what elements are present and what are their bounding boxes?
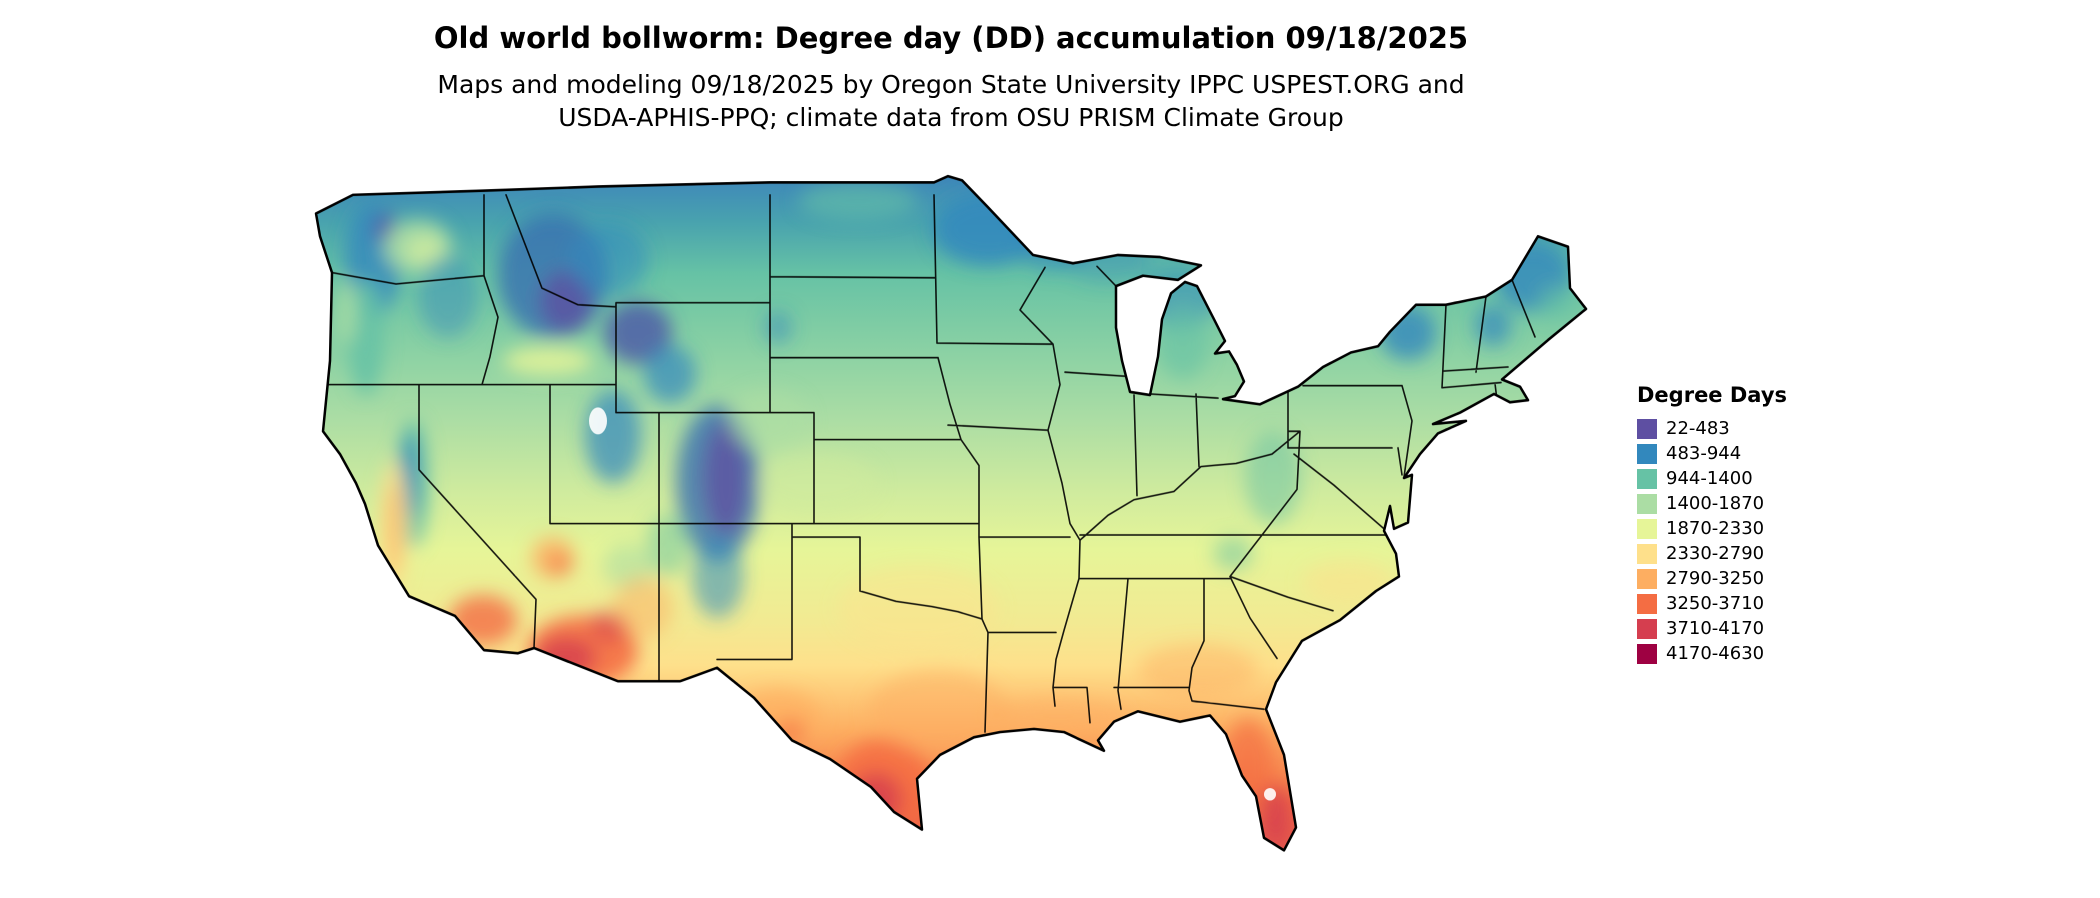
us-map-svg [314, 174, 1588, 852]
legend-title: Degree Days [1637, 383, 1788, 407]
legend-row: 1870-2330 [1637, 516, 1787, 541]
legend-row: 3710-4170 [1637, 616, 1787, 641]
degree-day-raster [316, 176, 1586, 851]
legend-row: 22-483 [1637, 416, 1787, 441]
legend-swatch [1637, 518, 1657, 539]
legend-row: 4170-4630 [1637, 641, 1787, 666]
legend-row: 2330-2790 [1637, 541, 1787, 566]
subtitle-line-1: Maps and modeling 09/18/2025 by Oregon S… [437, 70, 1465, 99]
legend-row: 483-944 [1637, 441, 1787, 466]
legend-swatch [1637, 418, 1657, 439]
legend-swatch [1637, 593, 1657, 614]
legend-label: 1870-2330 [1666, 517, 1765, 539]
header: Old world bollworm: Degree day (DD) accu… [0, 18, 1902, 134]
legend-label: 483-944 [1666, 442, 1742, 464]
legend-label: 944-1400 [1666, 467, 1753, 489]
legend-swatch [1637, 443, 1657, 464]
legend-row: 3250-3710 [1637, 591, 1787, 616]
legend-row: 1400-1870 [1637, 491, 1787, 516]
great-salt-lake [589, 407, 607, 435]
legend-rows: 22-483 483-944 944-1400 1400-1870 1870-2… [1637, 416, 1787, 666]
legend-label: 2330-2790 [1666, 542, 1765, 564]
legend-label: 22-483 [1666, 417, 1730, 439]
legend-swatch [1637, 468, 1657, 489]
state-boundaries [327, 193, 1536, 733]
legend-label: 3250-3710 [1666, 592, 1765, 614]
lake-okeechobee [1264, 788, 1276, 801]
legend-row: 944-1400 [1637, 466, 1787, 491]
us-outline [314, 174, 1588, 852]
legend-label: 4170-4630 [1666, 642, 1765, 664]
legend-swatch [1637, 568, 1657, 589]
page-subtitle: Maps and modeling 09/18/2025 by Oregon S… [0, 68, 1902, 134]
legend-label: 3710-4170 [1666, 617, 1765, 639]
legend-row: 2790-3250 [1637, 566, 1787, 591]
legend-swatch [1637, 493, 1657, 514]
us-degree-day-map [298, 172, 1608, 898]
legend-swatch [1637, 543, 1657, 564]
page-title: Old world bollworm: Degree day (DD) accu… [433, 21, 1469, 55]
legend-swatch [1637, 618, 1657, 639]
subtitle-line-2: USDA-APHIS-PPQ; climate data from OSU PR… [558, 103, 1344, 132]
legend-label: 1400-1870 [1666, 492, 1765, 514]
legend-label: 2790-3250 [1666, 567, 1765, 589]
legend: Degree Days 22-483 483-944 944-1400 1400… [1637, 383, 1787, 666]
legend-swatch [1637, 643, 1657, 664]
